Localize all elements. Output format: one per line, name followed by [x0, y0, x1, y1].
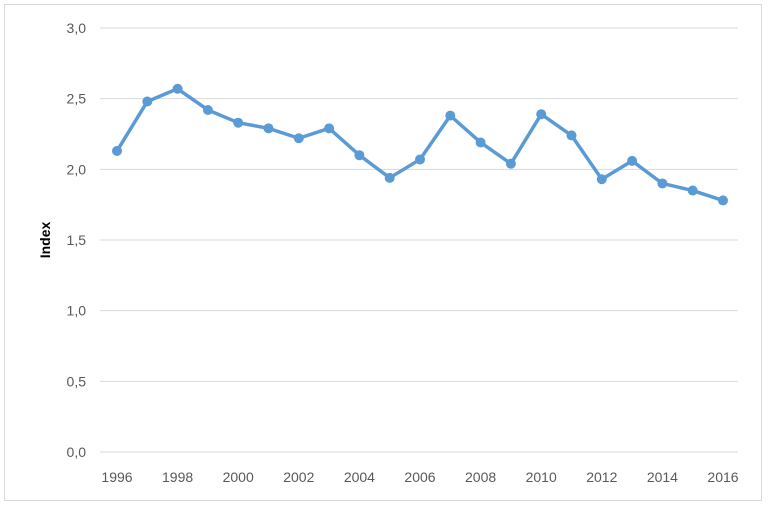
x-tick-label: 2004 — [344, 469, 375, 485]
y-axis-title: Index — [37, 222, 53, 259]
x-tick-label: 2000 — [223, 469, 254, 485]
x-tick-label: 1996 — [101, 469, 132, 485]
data-point — [718, 195, 728, 206]
y-axis-tick-labels: 0,0 0,5 1,0 1,5 2,0 2,5 3,0 — [67, 20, 87, 460]
x-tick-label: 2006 — [404, 469, 435, 485]
y-tick-label: 1,5 — [67, 232, 87, 248]
data-point — [384, 172, 395, 183]
data-point — [112, 145, 122, 156]
data-point — [687, 185, 698, 196]
y-tick-label: 2,0 — [67, 161, 87, 177]
chart-frame — [4, 4, 762, 501]
data-point — [627, 155, 638, 166]
gridlines — [100, 27, 738, 453]
data-point — [566, 130, 577, 141]
x-tick-label: 2008 — [465, 469, 496, 485]
data-point — [233, 117, 244, 128]
data-point — [324, 123, 335, 134]
y-tick-label: 0,0 — [67, 444, 87, 460]
y-tick-label: 3,0 — [67, 20, 87, 36]
data-point — [142, 96, 153, 107]
x-tick-label: 2012 — [586, 469, 617, 485]
data-point — [596, 174, 607, 185]
data-point — [475, 137, 486, 148]
data-point — [657, 178, 668, 189]
data-point — [172, 83, 183, 94]
series-layer — [112, 83, 728, 206]
y-tick-label: 0,5 — [67, 373, 87, 389]
data-point — [202, 104, 213, 115]
data-point — [536, 109, 547, 120]
x-tick-label: 2002 — [283, 469, 314, 485]
data-point — [263, 123, 274, 134]
x-tick-label: 1998 — [162, 469, 193, 485]
data-point — [354, 150, 365, 161]
data-point — [445, 110, 456, 121]
data-point — [505, 158, 516, 169]
x-axis-tick-labels: 1996 1998 2000 2002 2004 2006 2008 2010 2012 2014… — [101, 469, 738, 485]
x-tick-label: 2014 — [647, 469, 678, 485]
x-tick-label: 2010 — [526, 469, 557, 485]
x-tick-label: 2016 — [707, 469, 738, 485]
y-tick-label: 1,0 — [67, 303, 87, 319]
y-tick-label: 2,5 — [67, 91, 87, 107]
data-point — [293, 133, 304, 144]
data-point — [415, 154, 425, 165]
